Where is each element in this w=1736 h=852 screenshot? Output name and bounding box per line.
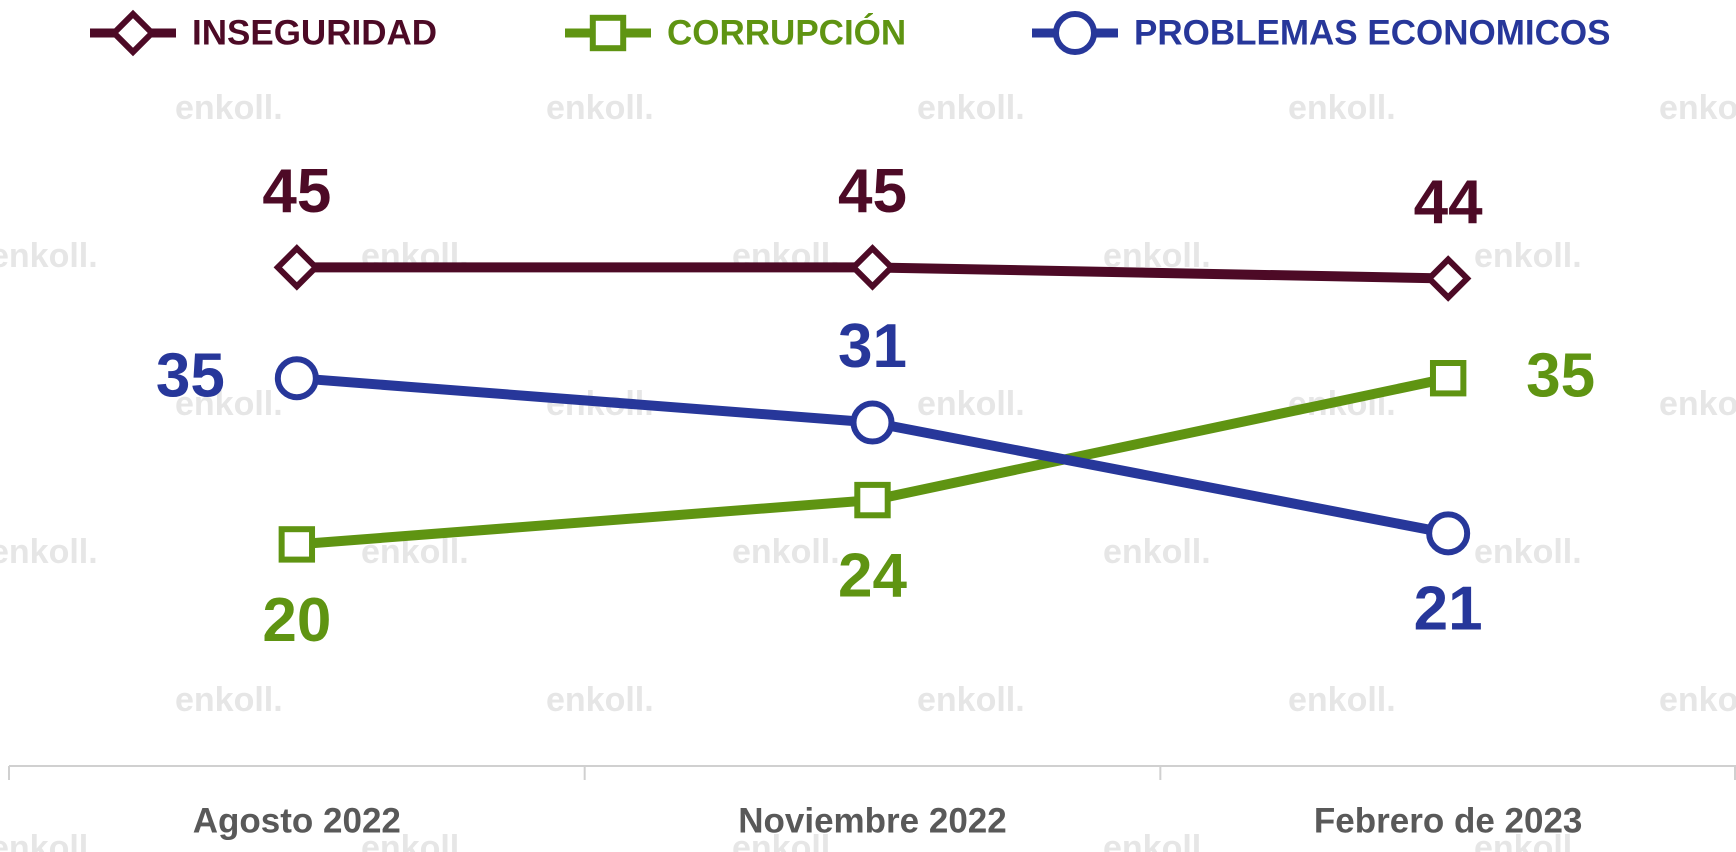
data-label: 31 bbox=[838, 312, 907, 381]
watermark: enkoll. bbox=[917, 681, 1025, 719]
legend-marker bbox=[589, 14, 627, 52]
marker bbox=[273, 244, 321, 291]
watermark: enkoll. bbox=[1288, 89, 1396, 127]
watermark: enkoll. bbox=[1659, 89, 1736, 127]
watermark: enkoll. bbox=[1288, 681, 1396, 719]
data-label: 35 bbox=[156, 342, 225, 411]
legend-label: INSEGURIDAD bbox=[192, 13, 437, 52]
watermark: enkoll. bbox=[175, 681, 283, 719]
data-label: 45 bbox=[838, 157, 907, 226]
watermark: enkoll. bbox=[917, 385, 1025, 423]
watermark: enkoll. bbox=[546, 89, 654, 127]
data-label: 44 bbox=[1414, 168, 1483, 237]
marker bbox=[849, 244, 896, 291]
marker bbox=[850, 400, 895, 445]
data-label: 24 bbox=[838, 541, 907, 610]
watermark: enkoll. bbox=[1659, 681, 1736, 719]
x-tick-label: Agosto 2022 bbox=[193, 801, 401, 840]
watermark: enkoll. bbox=[0, 829, 98, 852]
watermark: enkoll. bbox=[0, 533, 98, 571]
data-label: 45 bbox=[262, 157, 331, 226]
data-label: 21 bbox=[1414, 575, 1483, 644]
legend-label: CORRUPCIÓN bbox=[667, 12, 906, 52]
marker bbox=[278, 526, 316, 563]
marker bbox=[1429, 360, 1467, 397]
series: 20 24 35 bbox=[262, 342, 1595, 655]
series: 35 31 21 bbox=[156, 312, 1483, 644]
x-tick-label: Noviembre 2022 bbox=[738, 801, 1006, 840]
x-tick-label: Febrero de 2023 bbox=[1314, 801, 1582, 840]
watermark: enkoll. bbox=[1659, 385, 1736, 423]
watermark: enkoll. bbox=[917, 89, 1025, 127]
data-label: 20 bbox=[262, 586, 331, 655]
watermark: enkoll. bbox=[732, 829, 840, 852]
watermark: enkoll. bbox=[361, 829, 469, 852]
data-label: 35 bbox=[1526, 342, 1595, 411]
watermark: enkoll. bbox=[1474, 829, 1582, 852]
legend-marker bbox=[109, 9, 157, 57]
watermark: enkoll. bbox=[1103, 829, 1211, 852]
marker bbox=[274, 356, 319, 401]
legend-label: PROBLEMAS ECONOMICOS bbox=[1134, 13, 1610, 52]
watermark: enkoll. bbox=[1474, 533, 1582, 571]
marker bbox=[854, 481, 891, 519]
marker bbox=[1424, 255, 1472, 302]
watermark: enkoll. bbox=[175, 385, 283, 423]
series: 45 45 44 bbox=[262, 157, 1483, 302]
watermark: enkoll. bbox=[1474, 237, 1582, 275]
watermark: enkoll. bbox=[1103, 533, 1211, 571]
watermark: enkoll. bbox=[546, 681, 654, 719]
watermark: enkoll. bbox=[175, 89, 283, 127]
legend-marker bbox=[1053, 11, 1097, 55]
watermark: enkoll. bbox=[732, 533, 840, 571]
marker bbox=[1426, 511, 1471, 556]
watermark: enkoll. bbox=[0, 237, 98, 275]
